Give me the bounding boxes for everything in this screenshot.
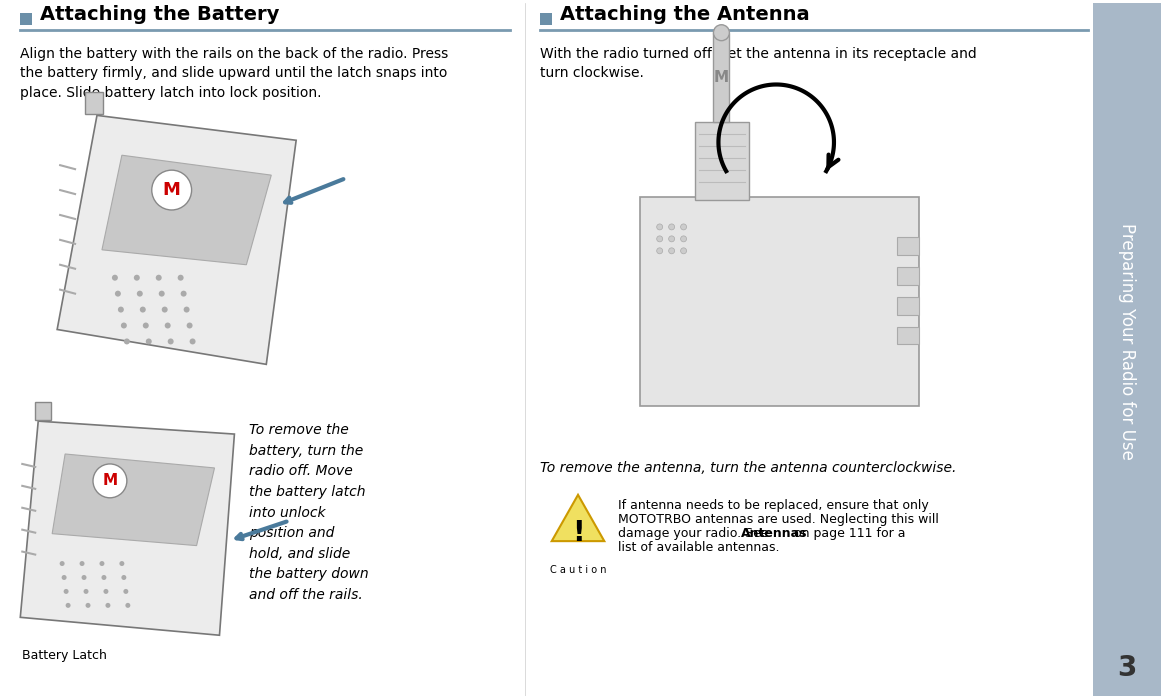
Text: To remove the antenna, turn the antenna counterclockwise.: To remove the antenna, turn the antenna … xyxy=(540,461,956,475)
Text: Preparing Your Radio for Use: Preparing Your Radio for Use xyxy=(1118,223,1136,460)
Circle shape xyxy=(186,322,193,329)
Circle shape xyxy=(112,275,117,280)
Circle shape xyxy=(657,236,663,242)
Text: To remove the
battery, turn the
radio off. Move
the battery latch
into unlock
po: To remove the battery, turn the radio of… xyxy=(249,423,369,602)
Text: If antenna needs to be replaced, ensure that only: If antenna needs to be replaced, ensure … xyxy=(618,499,928,512)
Circle shape xyxy=(145,338,151,345)
Circle shape xyxy=(106,603,110,608)
Circle shape xyxy=(121,575,127,580)
Circle shape xyxy=(120,561,124,566)
Bar xyxy=(35,402,51,420)
Polygon shape xyxy=(20,421,235,635)
Text: M: M xyxy=(714,70,729,85)
Circle shape xyxy=(101,575,107,580)
Circle shape xyxy=(657,224,663,230)
Polygon shape xyxy=(551,495,605,541)
Text: Battery Latch: Battery Latch xyxy=(22,649,107,662)
Circle shape xyxy=(137,291,143,296)
Bar xyxy=(897,326,919,345)
Circle shape xyxy=(81,575,86,580)
Text: on page 111 for a: on page 111 for a xyxy=(790,527,905,539)
Circle shape xyxy=(100,561,105,566)
Circle shape xyxy=(657,248,663,254)
Text: MOTOTRBO antennas are used. Neglecting this will: MOTOTRBO antennas are used. Neglecting t… xyxy=(618,513,939,525)
Circle shape xyxy=(680,248,686,254)
Circle shape xyxy=(713,25,729,40)
Circle shape xyxy=(123,589,128,594)
Text: Align the battery with the rails on the back of the radio. Press
the battery fir: Align the battery with the rails on the … xyxy=(20,47,449,100)
Circle shape xyxy=(104,589,108,594)
Circle shape xyxy=(669,236,675,242)
Circle shape xyxy=(669,248,675,254)
Text: Attaching the Battery: Attaching the Battery xyxy=(41,5,279,24)
Circle shape xyxy=(115,291,121,296)
Circle shape xyxy=(178,275,184,280)
Text: !: ! xyxy=(572,519,584,546)
Bar xyxy=(540,13,552,25)
Bar xyxy=(897,296,919,315)
Circle shape xyxy=(158,291,165,296)
Circle shape xyxy=(124,338,130,345)
Text: M: M xyxy=(163,181,180,199)
Bar xyxy=(713,33,729,122)
Circle shape xyxy=(167,338,173,345)
Circle shape xyxy=(84,589,88,594)
Circle shape xyxy=(180,291,186,296)
Circle shape xyxy=(134,275,140,280)
Bar xyxy=(640,197,919,406)
Text: list of available antennas.: list of available antennas. xyxy=(618,541,779,553)
Bar xyxy=(897,237,919,255)
Bar xyxy=(694,122,749,200)
Text: Attaching the Antenna: Attaching the Antenna xyxy=(561,5,809,24)
Polygon shape xyxy=(102,155,271,264)
Text: 3: 3 xyxy=(1118,654,1136,682)
Circle shape xyxy=(126,603,130,608)
Text: damage your radio. See: damage your radio. See xyxy=(618,527,772,539)
Bar xyxy=(897,267,919,285)
Circle shape xyxy=(669,224,675,230)
Text: M: M xyxy=(102,473,117,489)
Polygon shape xyxy=(57,116,297,364)
Circle shape xyxy=(165,322,171,329)
Circle shape xyxy=(140,307,145,313)
Circle shape xyxy=(93,464,127,498)
Text: With the radio turned off, set the antenna in its receptacle and
turn clockwise.: With the radio turned off, set the anten… xyxy=(540,47,977,80)
Text: C a u t i o n: C a u t i o n xyxy=(550,564,606,574)
Polygon shape xyxy=(52,454,214,546)
Circle shape xyxy=(151,170,192,210)
Circle shape xyxy=(59,561,65,566)
Bar xyxy=(1093,3,1161,696)
Circle shape xyxy=(680,236,686,242)
Bar xyxy=(85,93,104,114)
Circle shape xyxy=(62,575,66,580)
Circle shape xyxy=(190,338,195,345)
Bar xyxy=(20,13,33,25)
Circle shape xyxy=(65,603,71,608)
Text: Antennas: Antennas xyxy=(741,527,807,539)
Circle shape xyxy=(64,589,69,594)
Circle shape xyxy=(117,307,124,313)
Circle shape xyxy=(79,561,85,566)
Circle shape xyxy=(143,322,149,329)
Circle shape xyxy=(184,307,190,313)
Circle shape xyxy=(121,322,127,329)
Circle shape xyxy=(162,307,167,313)
Circle shape xyxy=(156,275,162,280)
Circle shape xyxy=(86,603,91,608)
Circle shape xyxy=(680,224,686,230)
